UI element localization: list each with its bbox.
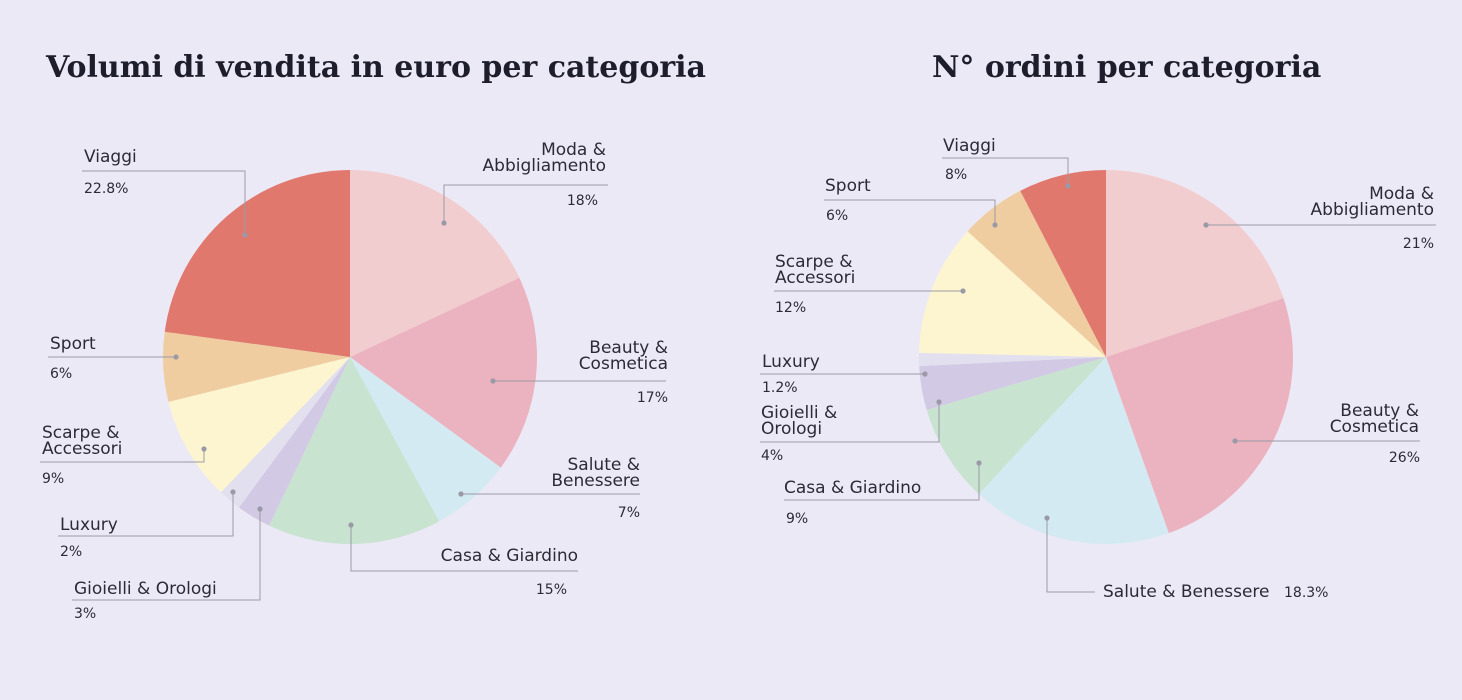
slice-label-sport: Sport xyxy=(825,176,871,196)
leader-line-moda-abbigliamento xyxy=(443,184,608,223)
leader-dot-sport xyxy=(173,354,179,360)
leader-dot-luxury xyxy=(922,371,928,377)
value-label-luxury: 2% xyxy=(60,544,82,560)
value-label-viaggi: 8% xyxy=(945,167,967,183)
slice-label-beauty-cosmetica: Beauty & Cosmetica xyxy=(579,338,668,374)
value-label-beauty-cosmetica: 17% xyxy=(637,390,668,406)
value-label-gioielli-orologi: 4% xyxy=(761,448,783,464)
slice-label-scarpe-accessori: Scarpe & Accessori xyxy=(42,423,122,459)
leader-line-gioielli-orologi xyxy=(760,402,940,443)
pie-slice-gioielli-orologi xyxy=(238,357,350,526)
value-label-casa-giardino: 15% xyxy=(536,582,567,598)
pie-slice-salute-benessere xyxy=(978,357,1169,544)
pie-slice-moda-abbigliamento xyxy=(350,170,520,357)
leader-dot-scarpe-accessori xyxy=(960,288,966,294)
pie-slice-beauty-cosmetica xyxy=(1106,298,1293,534)
value-label-sport: 6% xyxy=(826,208,848,224)
slice-label-casa-giardino: Casa & Giardino xyxy=(441,546,578,566)
value-label-viaggi: 22.8% xyxy=(84,181,128,197)
slice-label-sport: Sport xyxy=(50,334,96,354)
slice-label-viaggi: Viaggi xyxy=(943,136,996,156)
value-label-scarpe-accessori: 9% xyxy=(42,471,64,487)
pie-slice-gioielli-orologi xyxy=(919,357,1106,410)
chart-title-order-count: N° ordini per categoria xyxy=(932,50,1322,85)
pie-slice-viaggi xyxy=(164,170,350,357)
slice-label-gioielli-orologi: Gioielli & Orologi xyxy=(74,579,217,599)
slice-label-moda-abbigliamento: Moda & Abbigliamento xyxy=(483,140,606,176)
leader-dot-sport xyxy=(992,222,998,228)
value-label-sport: 6% xyxy=(50,366,72,382)
pie-chart-order-count: Moda & Abbigliamento 21% Beauty & Cosmetica 2… xyxy=(760,136,1436,602)
leader-line-casa-giardino xyxy=(350,525,578,572)
pie-slice-luxury xyxy=(220,357,350,508)
slice-label-viaggi: Viaggi xyxy=(84,147,137,167)
leader-dot-viaggi xyxy=(242,232,248,238)
leader-line-viaggi xyxy=(942,157,1069,186)
pie-slice-casa-giardino xyxy=(926,357,1106,495)
slice-label-moda-abbigliamento: Moda & Abbigliamento xyxy=(1311,184,1434,220)
pie-slice-moda-abbigliamento xyxy=(1106,170,1284,357)
slice-label-gioielli-orologi: Gioielli & Orologi xyxy=(761,403,837,439)
slice-label-scarpe-accessori: Scarpe & Accessori xyxy=(775,252,855,288)
leader-dot-moda-abbigliamento xyxy=(1203,222,1209,228)
leader-dot-moda-abbigliamento xyxy=(441,220,447,226)
value-label-salute-benessere: 18.3% xyxy=(1284,585,1328,601)
chart-title-sales-volume: Volumi di vendita in euro per categoria xyxy=(46,50,706,85)
pie-slice-viaggi xyxy=(1020,170,1106,357)
leader-dot-beauty-cosmetica xyxy=(1232,438,1238,444)
slice-label-luxury: Luxury xyxy=(762,352,820,372)
leader-line-salute-benessere xyxy=(1046,518,1095,593)
pie-slice-sport xyxy=(967,190,1106,357)
leader-line-luxury xyxy=(58,492,234,537)
pie-slice-casa-giardino xyxy=(269,357,440,544)
pie-slice-scarpe-accessori xyxy=(168,357,350,493)
value-label-moda-abbigliamento: 18% xyxy=(567,193,598,209)
value-label-casa-giardino: 9% xyxy=(786,511,808,527)
value-label-scarpe-accessori: 12% xyxy=(775,300,806,316)
leader-dot-salute-benessere xyxy=(458,491,464,497)
value-label-luxury: 1.2% xyxy=(762,380,798,396)
leader-dot-casa-giardino xyxy=(348,522,354,528)
slice-label-casa-giardino: Casa & Giardino xyxy=(784,478,921,498)
pie-slice-sport xyxy=(163,331,350,402)
pie-slice-scarpe-accessori xyxy=(919,231,1106,357)
slice-label-salute-benessere: Salute & Benessere xyxy=(551,455,640,491)
leader-line-sport xyxy=(824,199,996,225)
slice-label-beauty-cosmetica: Beauty & Cosmetica xyxy=(1330,401,1419,437)
leader-dot-casa-giardino xyxy=(976,460,982,466)
leader-line-gioielli-orologi xyxy=(72,509,261,601)
slice-label-salute-benessere: Salute & Benessere xyxy=(1103,582,1270,602)
leader-dot-salute-benessere xyxy=(1044,515,1050,521)
pie-slice-salute-benessere xyxy=(350,357,501,522)
value-label-salute-benessere: 7% xyxy=(618,505,640,521)
leader-line-scarpe-accessori xyxy=(40,449,205,463)
value-label-moda-abbigliamento: 21% xyxy=(1403,236,1434,252)
leader-dot-beauty-cosmetica xyxy=(490,378,496,384)
value-label-beauty-cosmetica: 26% xyxy=(1389,450,1420,466)
pie-chart-sales-volume: Moda & Abbigliamento 18% Beauty & Cosmetica 1… xyxy=(40,140,668,622)
leader-dot-gioielli-orologi xyxy=(936,399,942,405)
value-label-gioielli-orologi: 3% xyxy=(74,606,96,622)
leader-line-viaggi xyxy=(82,170,246,235)
leader-line-casa-giardino xyxy=(784,463,980,501)
leader-dot-gioielli-orologi xyxy=(257,506,263,512)
leader-dot-viaggi xyxy=(1065,183,1071,189)
leader-dot-luxury xyxy=(230,489,236,495)
leader-dot-scarpe-accessori xyxy=(201,446,207,452)
pie-slice-luxury xyxy=(919,352,1106,367)
slice-label-luxury: Luxury xyxy=(60,515,118,535)
pie-slice-beauty-cosmetica xyxy=(350,277,537,468)
